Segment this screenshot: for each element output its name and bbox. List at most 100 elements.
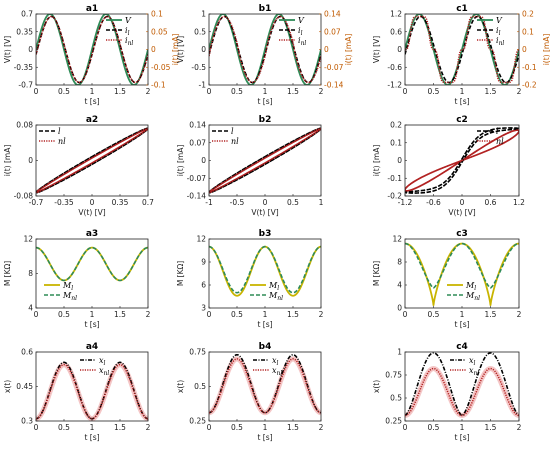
series-x-l <box>209 353 321 414</box>
y-right-tick-label: 0.1 <box>151 10 163 19</box>
x-tick-label: 1 <box>319 198 324 207</box>
y-tick-label: 12 <box>392 235 402 244</box>
x-tick-label: 0.5 <box>231 423 243 432</box>
x-tick-label: 0.5 <box>58 87 70 96</box>
legend-label: l <box>496 127 499 136</box>
x-tick-label: 2 <box>319 87 324 96</box>
x-tick-label: 0.7 <box>142 198 154 207</box>
x-axis-label: t [s] <box>257 433 272 442</box>
x-axis-label: t [s] <box>257 320 272 329</box>
x-tick-label: 1 <box>263 423 268 432</box>
series-x-nl-band <box>405 366 519 418</box>
y-axis-label: M [KΩ] <box>176 261 185 286</box>
y-tick-label: 9 <box>201 258 206 267</box>
panel-c2: -1.2 -0.6 0 0.6 1.2 -0.2 -0.1 0 0.1 0.2 c2 V(t) [V]… <box>372 115 525 217</box>
plot-area <box>209 353 321 416</box>
x-tick-label: 1.2 <box>513 198 525 207</box>
x-tick-label: 2 <box>319 310 324 319</box>
x-axis-label: t [s] <box>84 97 99 106</box>
y-tick-label: 0 <box>397 45 402 54</box>
x-tick-label: 2 <box>517 87 522 96</box>
panel-title: b1 <box>259 4 272 14</box>
y-tick-label: 0.07 <box>189 138 206 147</box>
y-tick-label: 0.7 <box>21 10 33 19</box>
x-tick-label: 0.35 <box>112 198 129 207</box>
panel-title: a1 <box>86 4 98 14</box>
y-right-tick-label: 0.07 <box>324 27 341 36</box>
x-axis-label: t [s] <box>454 320 469 329</box>
panel-title: b3 <box>259 229 272 239</box>
x-tick-label: 0 <box>207 423 212 432</box>
y-tick-label: -0.7 <box>18 81 33 90</box>
x-tick-label: 1 <box>263 310 268 319</box>
x-tick-label: 0.5 <box>428 310 440 319</box>
x-tick-label: 0 <box>403 87 408 96</box>
legend-label: V <box>125 16 132 25</box>
panel-b1: 0 0.5 1 1.5 2 -1 -0.5 0 0.5 1 b1 t [s] V(t) [V] -0.14… <box>176 4 353 106</box>
legend: lnl <box>212 127 239 146</box>
panel-title: a2 <box>86 115 98 125</box>
x-tick-label: 1 <box>90 310 95 319</box>
series-x-nl <box>405 367 519 417</box>
legend-label: Mnl <box>268 291 283 302</box>
legend: lnl <box>39 127 66 146</box>
x-tick-label: 0.6 <box>485 198 497 207</box>
legend-label: Mnl <box>62 291 77 302</box>
y-tick-label: 0 <box>397 304 402 313</box>
x-tick-label: 0 <box>34 423 39 432</box>
y-axis-label: M [KΩ] <box>3 261 12 286</box>
y-right-tick-label: 0.14 <box>324 10 341 19</box>
y-axis-label: x(t) <box>3 380 12 393</box>
series-V <box>405 14 519 85</box>
y-tick-label: 1.2 <box>390 10 402 19</box>
series-l <box>209 127 321 194</box>
legend-label: xl <box>272 356 279 367</box>
y-tick-label: 0.25 <box>189 417 206 426</box>
y-axis-label: i(t) [mA] <box>176 145 185 177</box>
y-axis-label: V(t) [V] <box>372 36 381 63</box>
x-axis-label: t [s] <box>84 320 99 329</box>
legend-label: Ml <box>268 281 279 292</box>
axes-box <box>404 238 520 309</box>
legend-label: V <box>298 16 305 25</box>
panel-title: c1 <box>456 4 468 14</box>
y-right-tick-label: 0.2 <box>522 10 534 19</box>
y-tick-label: 12 <box>23 235 33 244</box>
legend-label: V <box>496 16 503 25</box>
y-axis-label: i(t) [mA] <box>3 145 12 177</box>
legend-label: nl <box>496 137 504 146</box>
y-right-tick-label: -0.05 <box>151 63 171 72</box>
y-tick-label: 0.75 <box>189 348 206 357</box>
panel-b2: -1 -0.5 0 0.5 1 -0.14 -0.07 0 0.07 0.14 b2 V(t) [V]… <box>176 115 324 217</box>
plot-area <box>405 14 519 85</box>
y-tick-label: 0.5 <box>390 394 402 403</box>
panel-a1: 0 0.5 1 1.5 2 -0.7 -0.35 0 0.35 0.7 a1 t [s] V(t) [V… <box>3 4 180 106</box>
y-right-tick-label: -0.1 <box>151 81 166 90</box>
x-tick-label: 0 <box>34 310 39 319</box>
series-M-nl <box>209 245 321 294</box>
legend-label: l <box>58 127 61 136</box>
series-M-l <box>405 242 519 307</box>
y-axis-label: x(t) <box>176 380 185 393</box>
x-axis-label: t [s] <box>257 97 272 106</box>
y-right-tick-label: -0.1 <box>522 63 537 72</box>
legend-label: inl <box>496 36 504 47</box>
plot-area <box>36 14 148 85</box>
legend-label: xnl <box>272 366 282 377</box>
axes-box <box>35 238 149 309</box>
y-right-tick-label: 0.1 <box>522 27 534 36</box>
y-tick-label: -0.2 <box>387 192 402 201</box>
y-tick-label: -0.14 <box>187 192 207 201</box>
y-right-tick-label: -0.2 <box>522 81 537 90</box>
y-axis-label: M [KΩ] <box>372 261 381 286</box>
y-axis-label: V(t) [V] <box>176 36 185 63</box>
y-axis-label: V(t) [V] <box>3 36 12 63</box>
y-tick-label: -0.35 <box>14 63 34 72</box>
